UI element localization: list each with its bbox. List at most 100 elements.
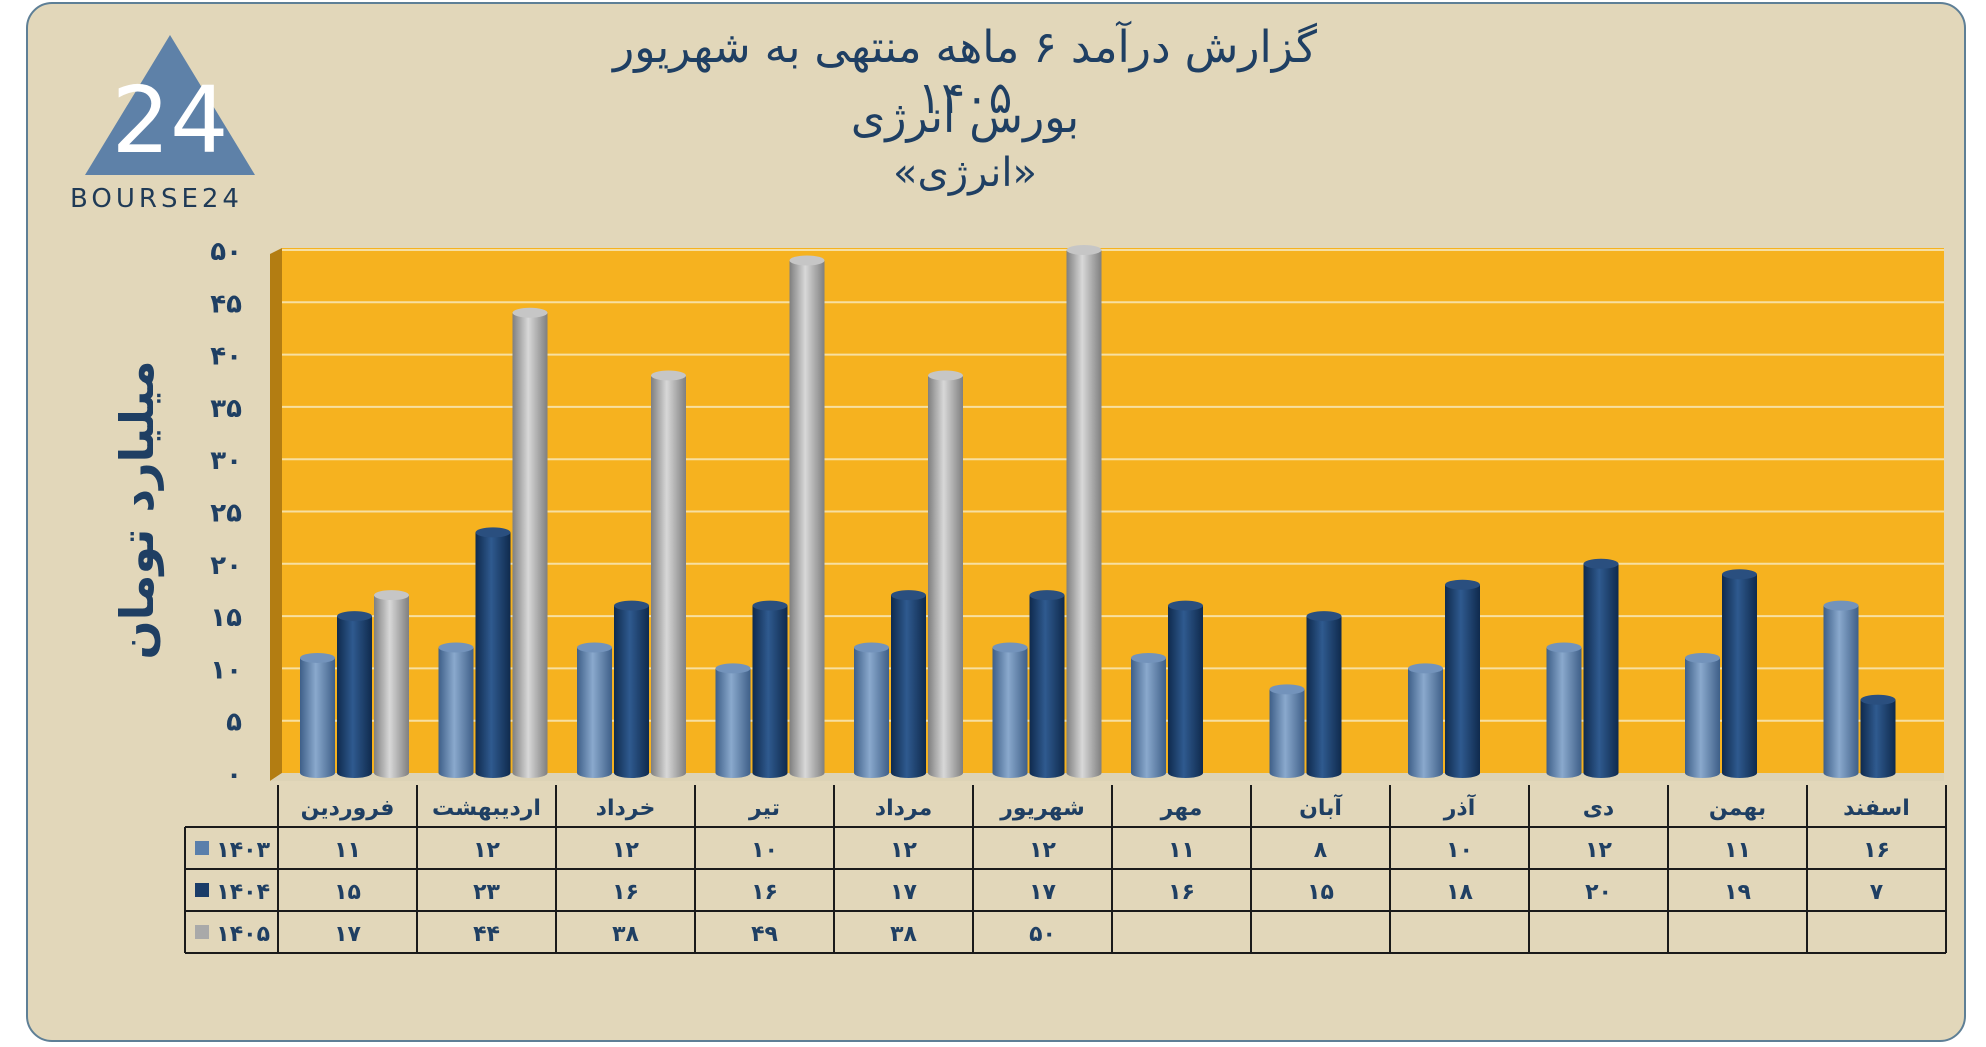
bar-base [1131, 768, 1166, 778]
y-tick-label: ۲۵ [210, 499, 242, 529]
data-label: ۲۰ [1585, 880, 1612, 905]
data-label: ۱۲ [890, 838, 917, 863]
bar-top [651, 370, 686, 381]
y-tick-label: ۱۵ [210, 603, 242, 633]
data-label: ۸ [1314, 838, 1328, 863]
bar-base [1029, 768, 1065, 778]
bar-base [512, 768, 548, 778]
legend-swatch [195, 841, 209, 855]
bar-base [1306, 768, 1342, 778]
bar-base [651, 768, 686, 778]
bar-base [992, 768, 1028, 778]
bar-top [475, 527, 511, 538]
bar-۱۴۰۴-8 [1306, 611, 1342, 778]
bar-base [1066, 768, 1102, 778]
bar-body [1445, 584, 1480, 773]
chart-title: گزارش درآمد ۶ ماهه منتهی به شهریور ۱۴۰۵ [612, 22, 1318, 124]
data-label: ۱۷ [334, 922, 361, 947]
bar-top [1029, 590, 1065, 601]
bar-base [438, 768, 474, 778]
bar-۱۴۰۳-6 [992, 642, 1028, 778]
data-label: ۱۶ [1168, 880, 1195, 905]
bar-۱۴۰۴-6 [1029, 590, 1065, 778]
bar-body [1546, 647, 1582, 773]
x-tick-label: مرداد [875, 796, 932, 821]
y-tick-label: ۳۰ [210, 446, 242, 476]
bar-body [438, 647, 474, 773]
chart-subtitle-symbol: «انرژی» [893, 150, 1037, 196]
data-label: ۱۲ [473, 838, 500, 863]
data-label: ۱۹ [1724, 880, 1751, 905]
x-tick-label: آذر [1443, 793, 1476, 821]
bar-body [475, 532, 511, 773]
data-label: ۱۸ [1446, 880, 1473, 905]
bar-top [300, 652, 335, 663]
bar-base [928, 768, 963, 778]
bar-body [1408, 668, 1443, 773]
bar-۱۴۰۳-4 [715, 663, 751, 778]
bar-۱۴۰۳-12 [1823, 600, 1859, 778]
bar-top [1131, 652, 1166, 663]
bar-body [1029, 595, 1065, 773]
bar-top [715, 663, 751, 674]
bar-top [512, 307, 548, 318]
bar-top [374, 590, 409, 601]
logo-text: BOURSE24 [70, 184, 243, 214]
bar-top [752, 600, 788, 611]
bar-top [928, 370, 963, 381]
legend-label: ۱۴۰۴ [216, 880, 270, 905]
y-tick-label: ۵ [226, 708, 242, 738]
bar-۱۴۰۳-11 [1685, 652, 1720, 778]
bar-top [337, 611, 372, 622]
data-label: ۱۷ [890, 880, 917, 905]
data-label: ۳۸ [612, 922, 639, 947]
data-label: ۱۶ [1863, 838, 1890, 863]
bar-۱۴۰۵-3 [651, 370, 686, 778]
y-tick-label: ۴۵ [210, 289, 242, 319]
y-tick-label: ۰ [226, 760, 242, 790]
bar-body [1306, 616, 1342, 773]
bar-base [1269, 768, 1305, 778]
bar-۱۴۰۴-9 [1445, 579, 1480, 778]
bar-body [1066, 250, 1102, 773]
data-label: ۱۱ [334, 838, 361, 863]
x-tick-label: خرداد [596, 796, 656, 821]
bar-base [1722, 768, 1757, 778]
chart-subtitle-company: بورس انرژی [850, 92, 1080, 143]
bar-base [752, 768, 788, 778]
bar-۱۴۰۳-5 [854, 642, 889, 778]
bar-base [1408, 768, 1443, 778]
bar-base [715, 768, 751, 778]
x-tick-label: آبان [1299, 793, 1342, 821]
y-tick-label: ۲۰ [210, 551, 242, 581]
bar-top [1722, 569, 1757, 580]
bar-۱۴۰۴-7 [1168, 600, 1203, 778]
bar-۱۴۰۵-2 [512, 307, 548, 778]
bar-body [1685, 657, 1720, 773]
bar-top [1583, 558, 1619, 569]
bar-top [1306, 611, 1342, 622]
bar-base [789, 768, 825, 778]
data-label: ۱۶ [751, 880, 778, 905]
x-tick-label: بهمن [1709, 796, 1766, 821]
bar-top [1860, 694, 1896, 705]
bar-top [854, 642, 889, 653]
bar-۱۴۰۳-7 [1131, 652, 1166, 778]
data-label: ۱۵ [334, 880, 361, 905]
bar-base [1445, 768, 1480, 778]
bar-top [438, 642, 474, 653]
bar-۱۴۰۴-3 [614, 600, 649, 778]
x-tick-label: دی [1583, 796, 1614, 821]
bar-top [614, 600, 649, 611]
legend-swatch [195, 925, 209, 939]
bar-۱۴۰۵-4 [789, 255, 825, 778]
bar-top [1168, 600, 1203, 611]
x-tick-label: اسفند [1843, 796, 1910, 821]
data-label: ۱۲ [612, 838, 639, 863]
bar-base [475, 768, 511, 778]
bar-top [1066, 245, 1102, 255]
bar-۱۴۰۴-12 [1860, 694, 1896, 778]
bar-top [891, 590, 926, 601]
bar-top [1685, 652, 1720, 663]
legend-label: ۱۴۰۳ [216, 838, 270, 863]
